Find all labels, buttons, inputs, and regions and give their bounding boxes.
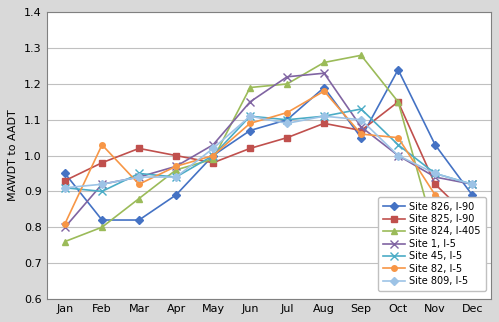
Site 45, I-5	[469, 182, 475, 186]
Site 82, I-5	[284, 111, 290, 115]
Site 82, I-5	[358, 132, 364, 136]
Site 1, I-5	[284, 75, 290, 79]
Site 824, I-405	[469, 232, 475, 236]
Site 826, I-90	[62, 172, 68, 175]
Site 45, I-5	[395, 143, 401, 147]
Site 45, I-5	[62, 186, 68, 190]
Site 1, I-5	[136, 175, 142, 179]
Line: Site 809, I-5: Site 809, I-5	[62, 113, 475, 191]
Site 82, I-5	[210, 154, 216, 157]
Site 824, I-405	[395, 100, 401, 104]
Site 82, I-5	[173, 164, 179, 168]
Site 824, I-405	[284, 82, 290, 86]
Site 45, I-5	[247, 114, 253, 118]
Site 809, I-5	[469, 182, 475, 186]
Site 825, I-90	[358, 128, 364, 132]
Site 824, I-405	[99, 225, 105, 229]
Site 82, I-5	[247, 121, 253, 125]
Site 45, I-5	[432, 172, 438, 175]
Site 82, I-5	[99, 143, 105, 147]
Site 45, I-5	[321, 114, 327, 118]
Site 809, I-5	[284, 121, 290, 125]
Site 45, I-5	[136, 172, 142, 175]
Site 809, I-5	[173, 175, 179, 179]
Site 1, I-5	[173, 164, 179, 168]
Site 825, I-90	[99, 161, 105, 165]
Line: Site 45, I-5: Site 45, I-5	[61, 105, 477, 195]
Site 45, I-5	[99, 189, 105, 193]
Site 809, I-5	[395, 154, 401, 157]
Site 809, I-5	[247, 114, 253, 118]
Site 826, I-90	[99, 218, 105, 222]
Site 826, I-90	[284, 118, 290, 122]
Site 45, I-5	[284, 118, 290, 122]
Line: Site 825, I-90: Site 825, I-90	[62, 99, 475, 223]
Site 824, I-405	[173, 168, 179, 172]
Site 82, I-5	[62, 222, 68, 225]
Site 825, I-90	[247, 147, 253, 150]
Site 1, I-5	[358, 125, 364, 129]
Site 809, I-5	[99, 182, 105, 186]
Line: Site 826, I-90: Site 826, I-90	[62, 67, 475, 223]
Site 1, I-5	[469, 182, 475, 186]
Site 825, I-90	[173, 154, 179, 157]
Site 45, I-5	[210, 154, 216, 157]
Site 824, I-405	[210, 157, 216, 161]
Site 1, I-5	[247, 100, 253, 104]
Site 824, I-405	[247, 86, 253, 90]
Line: Site 824, I-405: Site 824, I-405	[61, 52, 476, 245]
Site 826, I-90	[358, 136, 364, 140]
Site 826, I-90	[247, 128, 253, 132]
Y-axis label: MAWDT to AADT: MAWDT to AADT	[8, 110, 18, 202]
Site 825, I-90	[284, 136, 290, 140]
Site 824, I-405	[432, 232, 438, 236]
Site 809, I-5	[210, 147, 216, 150]
Site 824, I-405	[62, 240, 68, 243]
Site 1, I-5	[62, 225, 68, 229]
Site 826, I-90	[136, 218, 142, 222]
Site 824, I-405	[321, 61, 327, 64]
Site 825, I-90	[136, 147, 142, 150]
Site 825, I-90	[210, 161, 216, 165]
Site 826, I-90	[432, 143, 438, 147]
Site 1, I-5	[210, 143, 216, 147]
Site 82, I-5	[469, 214, 475, 218]
Site 82, I-5	[395, 136, 401, 140]
Site 825, I-90	[395, 100, 401, 104]
Line: Site 1, I-5: Site 1, I-5	[61, 69, 477, 231]
Site 825, I-90	[62, 179, 68, 183]
Site 825, I-90	[469, 218, 475, 222]
Site 826, I-90	[321, 86, 327, 90]
Site 809, I-5	[432, 172, 438, 175]
Site 825, I-90	[321, 121, 327, 125]
Site 45, I-5	[173, 175, 179, 179]
Site 825, I-90	[432, 182, 438, 186]
Site 1, I-5	[99, 182, 105, 186]
Site 824, I-405	[358, 53, 364, 57]
Site 45, I-5	[358, 107, 364, 111]
Site 1, I-5	[395, 154, 401, 157]
Line: Site 82, I-5: Site 82, I-5	[62, 88, 475, 226]
Site 1, I-5	[321, 71, 327, 75]
Site 826, I-90	[395, 68, 401, 71]
Site 809, I-5	[62, 186, 68, 190]
Site 809, I-5	[358, 118, 364, 122]
Site 824, I-405	[136, 197, 142, 201]
Site 809, I-5	[136, 175, 142, 179]
Site 826, I-90	[210, 154, 216, 157]
Site 826, I-90	[469, 193, 475, 197]
Site 1, I-5	[432, 175, 438, 179]
Site 82, I-5	[321, 89, 327, 93]
Legend: Site 826, I-90, Site 825, I-90, Site 824, I-405, Site 1, I-5, Site 45, I-5, Site: Site 826, I-90, Site 825, I-90, Site 824…	[378, 197, 486, 291]
Site 82, I-5	[432, 193, 438, 197]
Site 82, I-5	[136, 182, 142, 186]
Site 826, I-90	[173, 193, 179, 197]
Site 809, I-5	[321, 114, 327, 118]
